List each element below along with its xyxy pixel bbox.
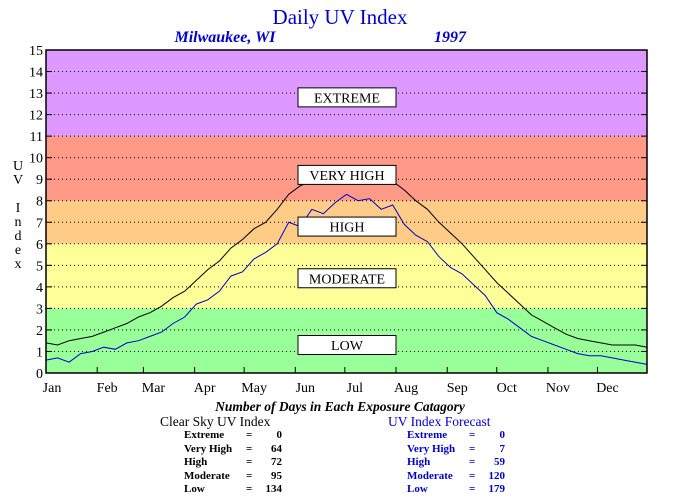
band-label-text: HIGH [330, 221, 365, 236]
x-tick-label: Mar [142, 381, 166, 396]
clear-sky-row-value: 134 [265, 483, 283, 495]
clear-sky-row-value: 95 [271, 469, 282, 482]
y-tick-label: 2 [36, 324, 43, 339]
grid-lines [46, 71, 647, 352]
band-label-very-high: VERY HIGH [297, 164, 397, 185]
clear-sky-row-sep: = [246, 469, 253, 482]
forecast-row-sep: = [469, 483, 476, 495]
clear-sky-row-value: 72 [271, 456, 282, 468]
band-label-box [297, 87, 397, 108]
series-forecast [45, 193, 648, 365]
clear-sky-row-sep: = [246, 483, 253, 495]
y-label-letter: x [15, 257, 22, 272]
x-tick-label: Apr [194, 381, 216, 396]
x-tick-label: Sep [447, 381, 468, 396]
x-tick-label: Oct [497, 381, 517, 396]
y-tick-label: 4 [36, 281, 43, 296]
y-tick-label: 15 [29, 44, 43, 59]
clear-sky-row-label: Low [184, 483, 205, 495]
x-tick-label: Dec [596, 381, 619, 396]
band-label-text: EXTREME [314, 91, 380, 106]
forecast-row-sep: = [469, 456, 476, 468]
band-label-extreme: EXTREME [297, 87, 397, 108]
forecast-row-sep: = [469, 469, 476, 482]
y-tick-label: 14 [29, 66, 43, 81]
band-label-text: LOW [331, 339, 364, 354]
clear-sky-row-label: Moderate [184, 469, 230, 482]
clear-sky-row-sep: = [246, 429, 253, 441]
forecast-row-value: 0 [499, 429, 506, 441]
x-tick-label: Jul [347, 381, 363, 396]
clear-sky-row-label: Extreme [184, 429, 225, 441]
forecast-row-label: Extreme [407, 429, 448, 441]
y-label-letter: U [13, 159, 23, 174]
clear-sky-row-value: 0 [276, 429, 283, 441]
band-label-high: HIGH [297, 216, 397, 237]
y-tick-label: 0 [36, 367, 43, 382]
band-label-low: LOW [297, 335, 397, 356]
band-label-box [297, 335, 397, 356]
x-tick-label: Feb [97, 381, 118, 396]
y-tick-label: 3 [36, 302, 43, 317]
forecast-row-label: Very High [407, 442, 456, 455]
x-tick-label: Aug [394, 381, 418, 396]
uv-chart: Daily UV Index Milwaukee, WI 1997 LOW MOD… [13, 5, 648, 396]
band-labels: LOW MODERATE HIGH VERY HIGH EXTREME [297, 87, 397, 356]
x-axis: Jan Feb Mar Apr May Jun Jul Aug Sep Oct Nov Dec [43, 367, 619, 396]
forecast-row-label: Moderate [407, 469, 453, 482]
y-tick-label: 6 [36, 238, 43, 253]
y-tick-label: 1 [36, 345, 43, 360]
chart-title: Daily UV Index [273, 5, 408, 29]
forecast-row-value: 120 [488, 469, 506, 482]
y-tick-label: 5 [36, 259, 43, 274]
x-tick-label: May [241, 381, 267, 396]
clear-sky-title: Clear Sky UV Index [160, 414, 271, 429]
subtitle-location: Milwaukee, WI [173, 29, 276, 46]
forecast-row-value: 59 [494, 456, 505, 468]
clear-sky-row-sep: = [246, 442, 253, 455]
y-tick-label: 7 [36, 216, 43, 231]
forecast-row-label: High [407, 456, 431, 468]
clear-sky-row-label: Very High [184, 442, 233, 455]
y-tick-label: 13 [29, 87, 43, 102]
y-tick-label: 8 [36, 195, 43, 210]
x-tick-label: Nov [546, 381, 570, 396]
forecast-title: UV Index Forecast [388, 414, 491, 429]
forecast-row-sep: = [469, 442, 476, 455]
y-tick-label: 11 [30, 130, 43, 145]
x-caption: Number of Days in Each Exposure Catagory [215, 399, 465, 414]
clear-sky-row-sep: = [246, 456, 253, 468]
band-label-box [297, 216, 397, 237]
y-tick-label: 12 [29, 109, 43, 124]
forecast-row-sep: = [469, 429, 476, 441]
y-label-letter: e [15, 243, 21, 258]
y-label-letter: V [13, 173, 23, 188]
band-label-text: MODERATE [309, 272, 385, 287]
plot-frame [45, 49, 648, 374]
y-label-letter: d [15, 229, 22, 244]
y-tick-label: 10 [29, 152, 43, 167]
forecast-row-value: 179 [488, 483, 506, 495]
y-label-letter: n [15, 215, 22, 230]
forecast-row-value: 7 [499, 442, 506, 455]
y-label-letter: I [16, 201, 21, 216]
band-label-moderate: MODERATE [297, 268, 397, 289]
x-tick-label: Jan [43, 381, 62, 396]
band-label-box [297, 164, 397, 185]
band-label-text: VERY HIGH [309, 169, 384, 184]
band-label-box [297, 268, 397, 289]
x-tick-label: Jun [296, 381, 315, 396]
subtitle-year: 1997 [434, 29, 467, 46]
clear-sky-row-label: High [184, 456, 208, 468]
clear-sky-row-value: 64 [271, 442, 282, 455]
forecast-row-label: Low [407, 483, 428, 495]
y-tick-label: 9 [36, 173, 43, 188]
